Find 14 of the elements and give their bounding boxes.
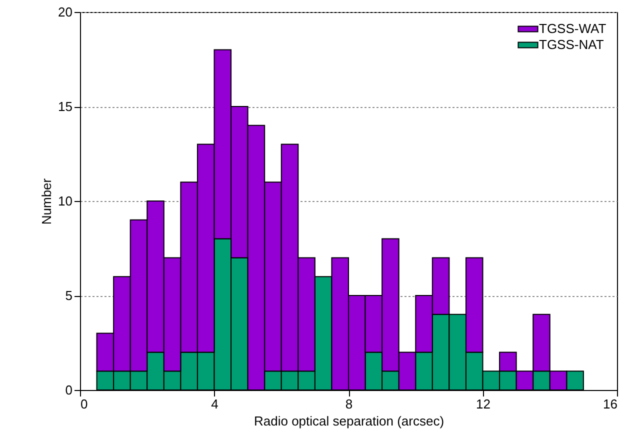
y-tick-label: 20 — [58, 4, 72, 20]
x-tick-label: 12 — [476, 396, 490, 412]
x-tick-label: 0 — [80, 396, 88, 412]
x-axis-title: Radio optical separation (arcsec) — [254, 414, 444, 428]
x-tick-label: 8 — [345, 396, 353, 412]
legend-label: TGSS-NAT — [539, 37, 604, 52]
y-tick-label: 10 — [58, 194, 72, 208]
y-axis-title: Number — [39, 178, 54, 225]
y-tick-label: 5 — [65, 288, 72, 303]
y-tick-label: 15 — [58, 99, 72, 114]
y-tick-label: 0 — [65, 382, 72, 398]
x-tick-label: 16 — [603, 396, 618, 412]
x-tick-label: 4 — [211, 396, 218, 412]
legend-label: TGSS-WAT — [539, 21, 606, 36]
